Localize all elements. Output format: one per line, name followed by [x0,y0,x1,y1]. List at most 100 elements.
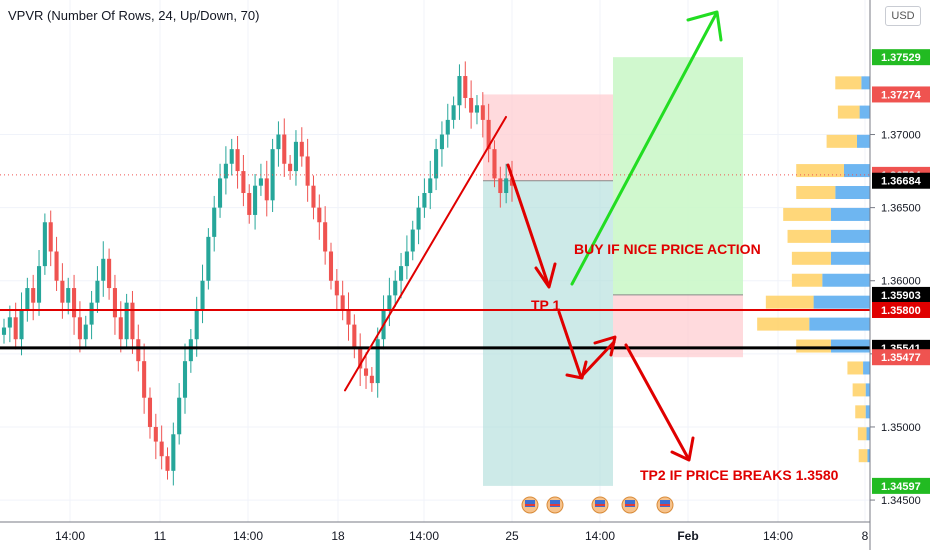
candle-body [182,361,188,398]
candle-body [95,280,100,303]
candle-body [428,178,433,194]
x-tick-label: 14:00 [763,529,793,543]
candle-body [107,258,112,289]
candle-body [434,149,439,179]
candle-body [334,280,339,296]
candle-body [235,149,240,172]
candle-body [445,119,450,135]
candle-body [25,288,30,310]
vpvr-bar-up [863,361,870,375]
price-label: 1.36684 [881,176,922,188]
short-stop-zone [483,94,613,181]
arrow-head-tp1 [565,360,588,380]
event-flag-icon [625,504,635,506]
candle-body [387,295,392,310]
vpvr-bar-down [857,427,867,441]
candle-body [451,105,456,120]
vpvr-indicator-title[interactable]: VPVR (Number Of Rows, 24, Up/Down, 70) [8,8,260,23]
candle-body [299,141,304,157]
candle-body [124,302,129,340]
candle-body [42,222,47,267]
buy-annotation: BUY IF NICE PRICE ACTION [574,241,761,257]
y-tick-label: 1.36000 [881,276,921,288]
price-label-bg [872,286,930,303]
candle-body [410,229,415,252]
position-tools [483,57,743,486]
vpvr-bar-up [843,164,870,178]
long-target-zone [613,57,743,295]
vpvr-bar-down [852,383,866,397]
candle-body [317,207,322,223]
event-flag-icon [550,500,560,507]
vpvr-bar-up [822,273,870,287]
candle-body [89,302,94,325]
candle-body [171,434,176,471]
candle-body [36,266,42,303]
x-tick-label: 25 [505,529,519,543]
candle-body [264,178,269,201]
y-tick-label: 1.37000 [881,130,921,142]
vpvr-bar-up [861,76,870,90]
candle-body [1,327,7,335]
tp1-annotation: TP 1 [531,297,561,313]
candle-body [293,141,298,172]
arrow-head-tp2 [670,436,695,462]
vpvr-bar-up [866,427,870,441]
vpvr-bar-up [865,383,870,397]
y-tick-label: 1.36500 [881,203,921,215]
event-flag-icon [625,500,635,507]
candle-body [474,105,480,113]
currency-button[interactable]: USD [885,6,921,26]
event-flag-icon [525,504,535,506]
x-tick-label: 14:00 [585,529,615,543]
vpvr-bar-down [791,251,831,265]
event-flag-icon [595,504,605,506]
y-tick-label: 1.34500 [881,495,921,507]
candle-body [229,149,234,164]
vpvr-bar-down [835,76,862,90]
vpvr-bar-up [830,339,870,353]
arrow-buy [570,12,718,286]
vpvr-bar-up [809,317,870,331]
candle-body [130,302,135,340]
candle-body [159,441,164,457]
vpvr-bar-down [783,207,831,221]
candle-body [147,397,153,427]
candle-body [375,339,380,384]
candle-body [422,193,427,208]
candle-body [112,288,117,318]
candle-body [77,317,82,340]
price-label: 1.37529 [881,52,921,64]
candle-body [72,288,77,318]
candle-body [358,346,363,369]
candle-body [54,251,59,281]
vpvr-bar-down [796,164,844,178]
vpvr-bar-up [867,449,870,463]
arrow-head-up [593,335,617,357]
arrow-tp2 [624,343,690,460]
candle-body [153,426,158,442]
candle-body [404,251,409,267]
vpvr-bar-up [859,105,870,119]
candle-body [480,105,485,120]
candle-body [399,266,404,281]
y-tick-label: 1.35000 [881,422,921,434]
candle-body [83,324,88,340]
candle-body [282,134,287,164]
price-label: 1.35903 [881,290,921,302]
candle-body [509,178,515,186]
vpvr-bar-up [830,251,870,265]
vpvr-bar-up [835,186,870,200]
candle-body [60,280,65,303]
candle-body [247,193,252,215]
candle-body [142,361,147,398]
x-tick-label: 8 [862,529,869,543]
vpvr-bar-down [791,273,823,287]
candle-body [369,375,374,384]
candle-body [66,288,71,303]
candle-body [305,156,310,186]
candle-body [288,163,293,172]
candle-body [212,207,217,237]
candle-body [504,178,509,194]
